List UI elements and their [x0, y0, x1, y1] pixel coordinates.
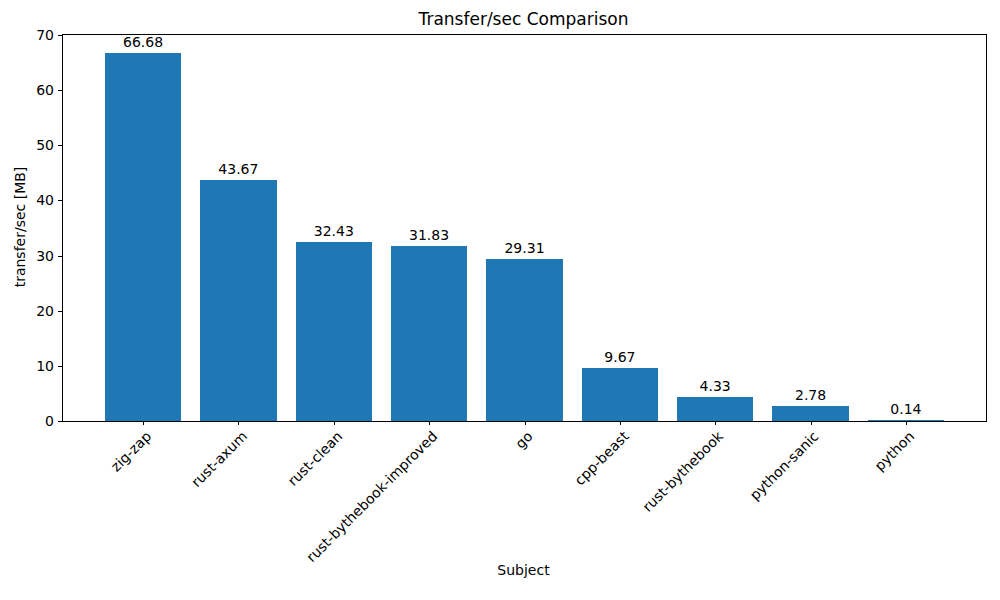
y-tick-label: 30	[36, 248, 54, 264]
x-tick-mark	[715, 421, 716, 425]
bar	[677, 397, 753, 421]
x-tick-label: rust-clean	[284, 428, 346, 490]
bar	[582, 368, 658, 421]
bar-value-label: 4.33	[700, 378, 731, 394]
x-tick-label: python	[871, 428, 918, 475]
y-axis-label: transfer/sec [MB]	[12, 167, 29, 288]
x-tick-label: go	[512, 428, 536, 452]
bar	[296, 242, 372, 421]
x-tick-mark	[429, 421, 430, 425]
y-tick-mark	[58, 145, 63, 146]
chart-title: Transfer/sec Comparison	[62, 8, 985, 30]
x-tick-mark	[143, 421, 144, 425]
x-tick-label: python-sanic	[747, 428, 823, 504]
x-tick-mark	[525, 421, 526, 425]
y-tick-label: 20	[36, 303, 54, 319]
x-tick-label: rust-bythebook	[640, 428, 728, 516]
x-axis-label: Subject	[62, 562, 985, 579]
y-tick-mark	[58, 421, 63, 422]
y-tick-label: 40	[36, 192, 54, 208]
x-tick-mark	[334, 421, 335, 425]
y-tick-label: 50	[36, 137, 54, 153]
bar-value-label: 0.14	[890, 401, 921, 417]
x-tick-mark	[620, 421, 621, 425]
y-tick-mark	[58, 256, 63, 257]
x-tick-mark	[238, 421, 239, 425]
y-tick-label: 0	[45, 413, 54, 429]
x-tick-label: cpp-beast	[571, 428, 632, 489]
bar	[391, 246, 467, 422]
bar-value-label: 9.67	[604, 349, 635, 365]
bar-value-label: 31.83	[409, 227, 449, 243]
bar-value-label: 29.31	[504, 240, 544, 256]
y-tick-label: 70	[36, 27, 54, 43]
bar-value-label: 32.43	[314, 223, 354, 239]
y-tick-label: 60	[36, 82, 54, 98]
y-tick-mark	[58, 200, 63, 201]
y-tick-mark	[58, 366, 63, 367]
bar	[772, 406, 848, 421]
bar	[200, 180, 276, 421]
y-tick-mark	[58, 35, 63, 36]
plot-area: 66.68zig-zap43.67rust-axum32.43rust-clea…	[62, 34, 987, 422]
y-tick-label: 10	[36, 358, 54, 374]
x-tick-label: rust-axum	[188, 428, 251, 491]
bar-value-label: 43.67	[218, 161, 258, 177]
x-tick-mark	[906, 421, 907, 425]
x-tick-mark	[811, 421, 812, 425]
bar-value-label: 2.78	[795, 387, 826, 403]
bar-value-label: 66.68	[123, 34, 163, 50]
x-tick-label: zig-zap	[108, 428, 155, 475]
y-tick-mark	[58, 311, 63, 312]
y-tick-mark	[58, 90, 63, 91]
bar	[105, 53, 181, 421]
bar	[486, 259, 562, 421]
bar-chart-figure: Transfer/sec Comparison transfer/sec [MB…	[0, 0, 1000, 600]
